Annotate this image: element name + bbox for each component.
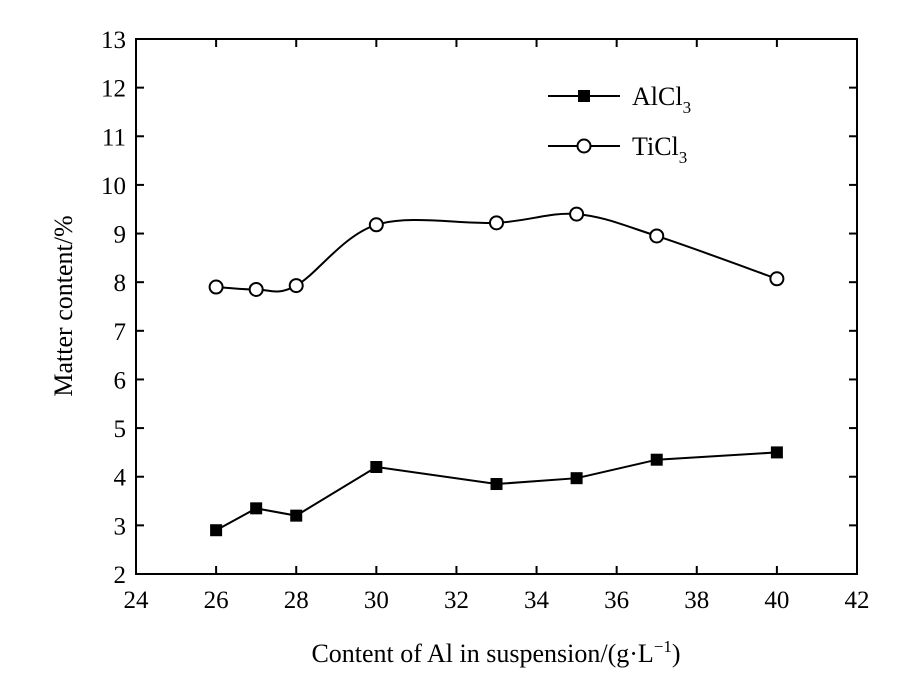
- legend-marker-circle: [576, 138, 592, 154]
- x-tick-label: 30: [364, 587, 389, 614]
- legend-label: AlCl3: [632, 82, 691, 117]
- x-axis-ticks: 24 26 28 30 32 34 36 38 40 42: [124, 39, 870, 614]
- data-point-square: [770, 446, 783, 459]
- data-point-square: [210, 524, 223, 537]
- y-tick-label: 10: [101, 173, 126, 200]
- x-axis-title: Content of Al in suspension/(g·L−1): [311, 637, 680, 668]
- data-point-circle: [248, 281, 264, 297]
- y-tick-label: 13: [101, 27, 126, 54]
- x-tick-label: 36: [604, 587, 629, 614]
- y-tick-label: 2: [114, 562, 127, 589]
- y-tick-label: 3: [114, 513, 127, 540]
- data-point-square: [370, 461, 383, 473]
- legend: AlCl3 TiCl3: [548, 82, 691, 167]
- y-tick-label: 4: [114, 465, 127, 492]
- data-point-circle: [368, 217, 384, 233]
- plot-frame: [135, 38, 858, 575]
- y-tick-label: 9: [114, 222, 127, 249]
- data-point-circle: [208, 279, 224, 295]
- x-tick-label: 34: [524, 587, 550, 614]
- x-tick-label: 28: [284, 587, 309, 614]
- y-tick-label: 7: [114, 319, 127, 346]
- y-tick-label: 11: [102, 124, 126, 151]
- data-point-circle: [489, 215, 504, 231]
- legend-item: TiCl3: [548, 132, 687, 167]
- data-point-circle: [649, 228, 665, 244]
- x-tick-label: 40: [764, 587, 789, 614]
- legend-item: AlCl3: [548, 82, 691, 117]
- data-point-square: [250, 502, 263, 515]
- data-point-square: [650, 453, 663, 466]
- data-point-square: [290, 509, 303, 522]
- y-axis-ticks: 2 3 4 5 6 7 8 9 10 11 12 13: [101, 27, 857, 589]
- x-tick-label: 42: [845, 587, 870, 614]
- x-tick-label: 32: [444, 587, 469, 614]
- series-alcl: [210, 446, 783, 537]
- y-tick-label: 6: [114, 367, 127, 394]
- data-point-circle: [569, 206, 585, 222]
- y-tick-label: 12: [101, 76, 126, 103]
- data-point-square: [570, 472, 583, 485]
- series-ticl: [208, 206, 785, 297]
- series-line: [215, 451, 777, 532]
- y-axis-title: Matter content/%: [49, 215, 78, 396]
- data-point-circle: [288, 278, 304, 294]
- y-tick-label: 5: [114, 416, 127, 443]
- x-tick-label: 38: [684, 587, 709, 614]
- y-tick-label: 8: [114, 270, 127, 297]
- legend-marker-square: [578, 90, 590, 102]
- data-point-square: [490, 478, 503, 491]
- x-tick-label: 26: [204, 587, 229, 614]
- legend-label: TiCl3: [632, 132, 687, 167]
- data-point-circle: [769, 271, 785, 287]
- series-layer: [208, 206, 785, 537]
- x-tick-label: 24: [124, 587, 150, 614]
